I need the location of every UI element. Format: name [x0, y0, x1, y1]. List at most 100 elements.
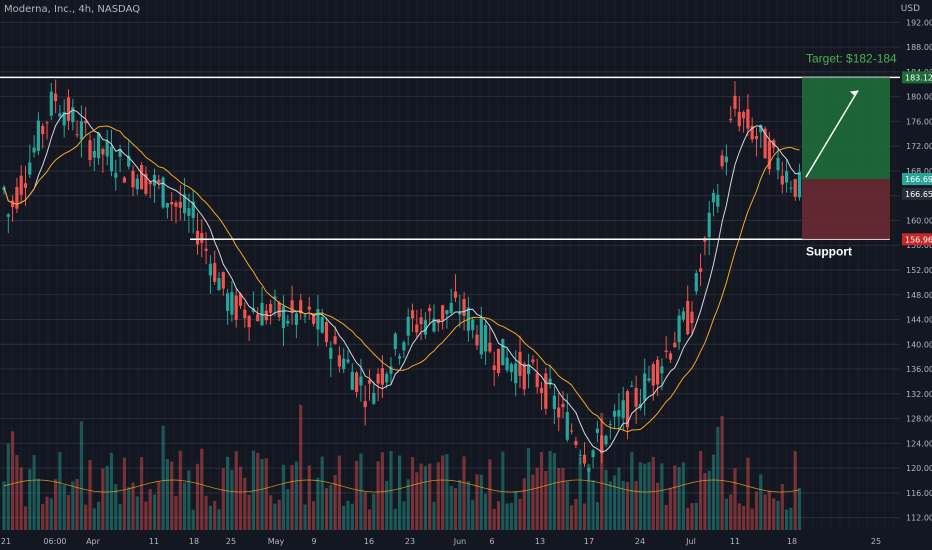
candle-body	[45, 122, 49, 124]
candle-body	[578, 454, 582, 456]
x-tick-label: 23	[405, 537, 415, 546]
price-tag-resistance: 183.12	[905, 73, 932, 82]
candle-body	[759, 124, 763, 133]
candle-body	[165, 203, 169, 208]
candle-body	[531, 359, 535, 363]
candle-body	[389, 366, 393, 374]
candle-body	[350, 371, 354, 390]
volume-bar	[200, 448, 204, 530]
volume-bar	[621, 480, 625, 530]
candle-body	[793, 179, 797, 197]
volume-bar	[247, 494, 251, 530]
x-tick-label: Jul	[685, 537, 696, 546]
volume-bar	[729, 494, 733, 530]
candle-body	[337, 355, 341, 367]
candle-body	[312, 315, 316, 324]
volume-bar	[789, 507, 793, 530]
candle-body	[785, 171, 789, 183]
volume-bar	[509, 502, 513, 530]
x-tick-label: 16	[364, 537, 374, 546]
candle-body	[737, 111, 741, 127]
candle-body	[707, 212, 711, 238]
volume-bar	[613, 475, 617, 530]
candle-body	[84, 120, 88, 124]
candle-body	[453, 291, 458, 298]
candle-body	[290, 300, 294, 312]
volume-bar	[699, 450, 703, 530]
volume-bar	[62, 484, 66, 530]
volume-bar	[157, 481, 161, 530]
candle-body	[23, 183, 28, 188]
volume-bar	[148, 489, 152, 530]
candle-body	[535, 373, 539, 388]
candle-body	[238, 293, 243, 306]
volume-bar	[174, 496, 178, 530]
volume-bar	[221, 468, 225, 530]
candle-body	[767, 140, 771, 170]
x-tick-label: 17	[584, 537, 594, 546]
volume-bar	[355, 460, 359, 530]
volume-bar	[97, 501, 101, 530]
volume-bar	[367, 509, 372, 530]
volume-bar	[531, 474, 535, 530]
candle-body	[720, 155, 724, 167]
candle-body	[552, 395, 556, 410]
candle-body	[204, 248, 208, 251]
candle-body	[299, 300, 303, 314]
candle-body	[557, 407, 561, 418]
candle-body	[501, 338, 505, 366]
ma-slow-line	[3, 125, 800, 433]
volume-bar	[54, 479, 58, 530]
candle-body	[565, 412, 569, 440]
candle-body	[776, 157, 780, 171]
volume-bar	[651, 456, 655, 530]
volume-bar	[492, 508, 496, 530]
target-label: Target: $182-184	[806, 52, 897, 66]
volume-bar	[720, 415, 724, 530]
candle-body	[668, 353, 673, 360]
candle-body	[488, 342, 492, 352]
candle-body	[604, 435, 608, 445]
x-tick-label: 11	[149, 537, 159, 546]
volume-bar	[600, 412, 604, 530]
volume-bar	[410, 457, 415, 530]
candle-body	[664, 350, 668, 352]
volume-bar	[105, 465, 109, 530]
candle-body	[613, 410, 617, 417]
candle-body	[195, 230, 200, 245]
candle-body	[406, 316, 410, 336]
candle-body	[118, 148, 122, 157]
volume-bar	[32, 455, 36, 530]
volume-bar	[273, 503, 277, 530]
candle-body	[157, 179, 161, 183]
candle-body	[355, 372, 359, 392]
volume-bar	[208, 505, 212, 530]
volume-bar	[415, 472, 419, 530]
volume-bar	[505, 503, 509, 530]
volume-bar	[776, 500, 780, 530]
candle-body	[264, 310, 268, 321]
candle-body	[505, 357, 509, 371]
price-tag-prev: 166.65	[905, 190, 932, 199]
volume-bar	[140, 457, 144, 530]
candle-body	[183, 194, 187, 214]
x-tick-label: 13	[535, 537, 545, 546]
volume-bar	[342, 505, 346, 530]
volume-bar	[772, 498, 776, 530]
candle-body	[363, 401, 367, 408]
volume-bar	[299, 404, 303, 530]
x-tick-label: 24	[635, 537, 645, 546]
candle-body	[656, 359, 660, 385]
volume-bar	[724, 498, 728, 530]
candle-body	[49, 91, 53, 116]
volume-bar	[617, 467, 621, 530]
candle-body	[6, 214, 10, 217]
volume-bar	[673, 465, 677, 530]
ma-fast-line	[3, 109, 800, 453]
stop-zone	[802, 179, 890, 240]
support-label: Support	[806, 244, 852, 258]
candle-body	[587, 467, 591, 472]
candle-body	[256, 314, 260, 322]
volume-bar	[195, 463, 200, 530]
